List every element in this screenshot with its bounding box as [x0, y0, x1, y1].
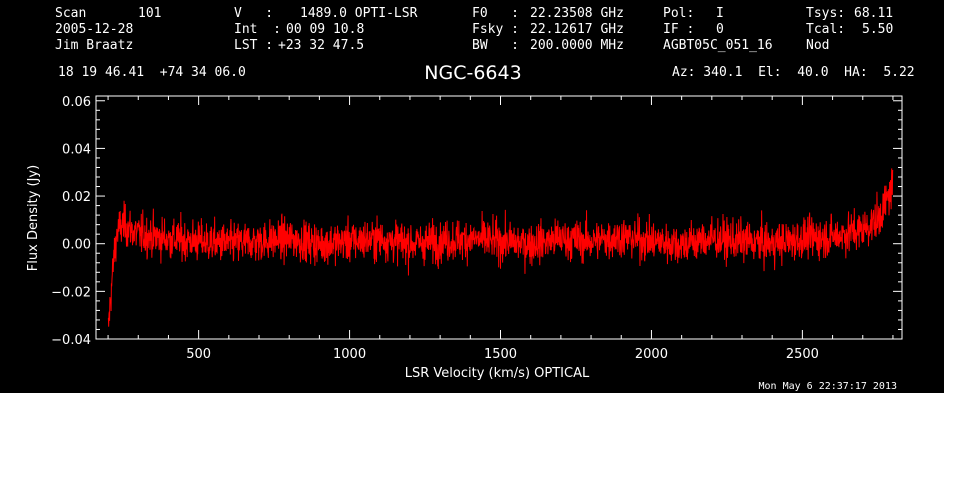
tcal-value: 5.50	[862, 22, 894, 37]
int-value: 00 09 10.8	[286, 22, 365, 37]
bw-label: BW :	[472, 38, 519, 53]
velocity-value: 1489.0 OPTI-LSR	[300, 6, 418, 21]
plot-timestamp: Mon May 6 22:37:17 2013	[759, 381, 897, 392]
velocity-label: V :	[234, 6, 274, 21]
x-axis-title: LSR Velocity (km/s) OPTICAL	[405, 366, 590, 381]
if-label: IF :	[663, 22, 695, 37]
pol-label: Pol:	[663, 6, 695, 21]
plot-panel	[0, 0, 944, 393]
y-tick-label: −0.04	[51, 333, 91, 348]
tsys-label: Tsys:	[806, 6, 846, 21]
y-tick-label: 0.06	[62, 95, 91, 110]
chart-title: NGC-6643	[424, 62, 521, 84]
y-tick-label: 0.04	[62, 142, 91, 157]
y-tick-label: 0.00	[62, 238, 91, 253]
tcal-label: Tcal:	[806, 22, 846, 37]
scan-label: Scan	[55, 6, 87, 21]
if-value: 0	[716, 22, 724, 37]
x-tick-label: 500	[186, 347, 211, 362]
lst-value: +23 32 47.5	[278, 38, 365, 53]
y-axis-title: Flux Density (Jy)	[26, 165, 41, 271]
f0-value: 22.23508 GHz	[530, 6, 624, 21]
f0-label: F0 :	[472, 6, 519, 21]
spectrum-chart: 500 1000 1500 2000 2500 −0.04 −0.02 0.00 0.02 0.0…	[26, 62, 903, 392]
tsys-value: 68.11	[854, 6, 894, 21]
int-label: Int :	[234, 22, 281, 37]
y-tick-label: 0.02	[62, 190, 91, 205]
lst-label: LST :	[234, 38, 274, 53]
y-tick-label: −0.02	[51, 285, 91, 300]
fsky-label: Fsky :	[472, 22, 519, 37]
pol-value: I	[716, 6, 724, 21]
x-tick-label: 2500	[786, 347, 819, 362]
procedure-name: Nod	[806, 38, 830, 53]
obs-date: 2005-12-28	[55, 22, 134, 37]
observer-name: Jim Braatz	[55, 38, 134, 53]
fsky-value: 22.12617 GHz	[530, 22, 624, 37]
az-el-ha: Az: 340.1 El: 40.0 HA: 5.22	[672, 65, 915, 80]
bw-value: 200.0000 MHz	[530, 38, 624, 53]
source-coordinates: 18 19 46.41 +74 34 06.0	[58, 65, 246, 80]
x-tick-label: 1000	[333, 347, 366, 362]
scan-value: 101	[138, 6, 162, 21]
spectrum-trace	[107, 168, 894, 327]
plot-frame	[95, 95, 903, 340]
x-tick-label: 2000	[635, 347, 668, 362]
x-tick-label: 1500	[484, 347, 517, 362]
project-id: AGBT05C_051_16	[663, 38, 773, 53]
